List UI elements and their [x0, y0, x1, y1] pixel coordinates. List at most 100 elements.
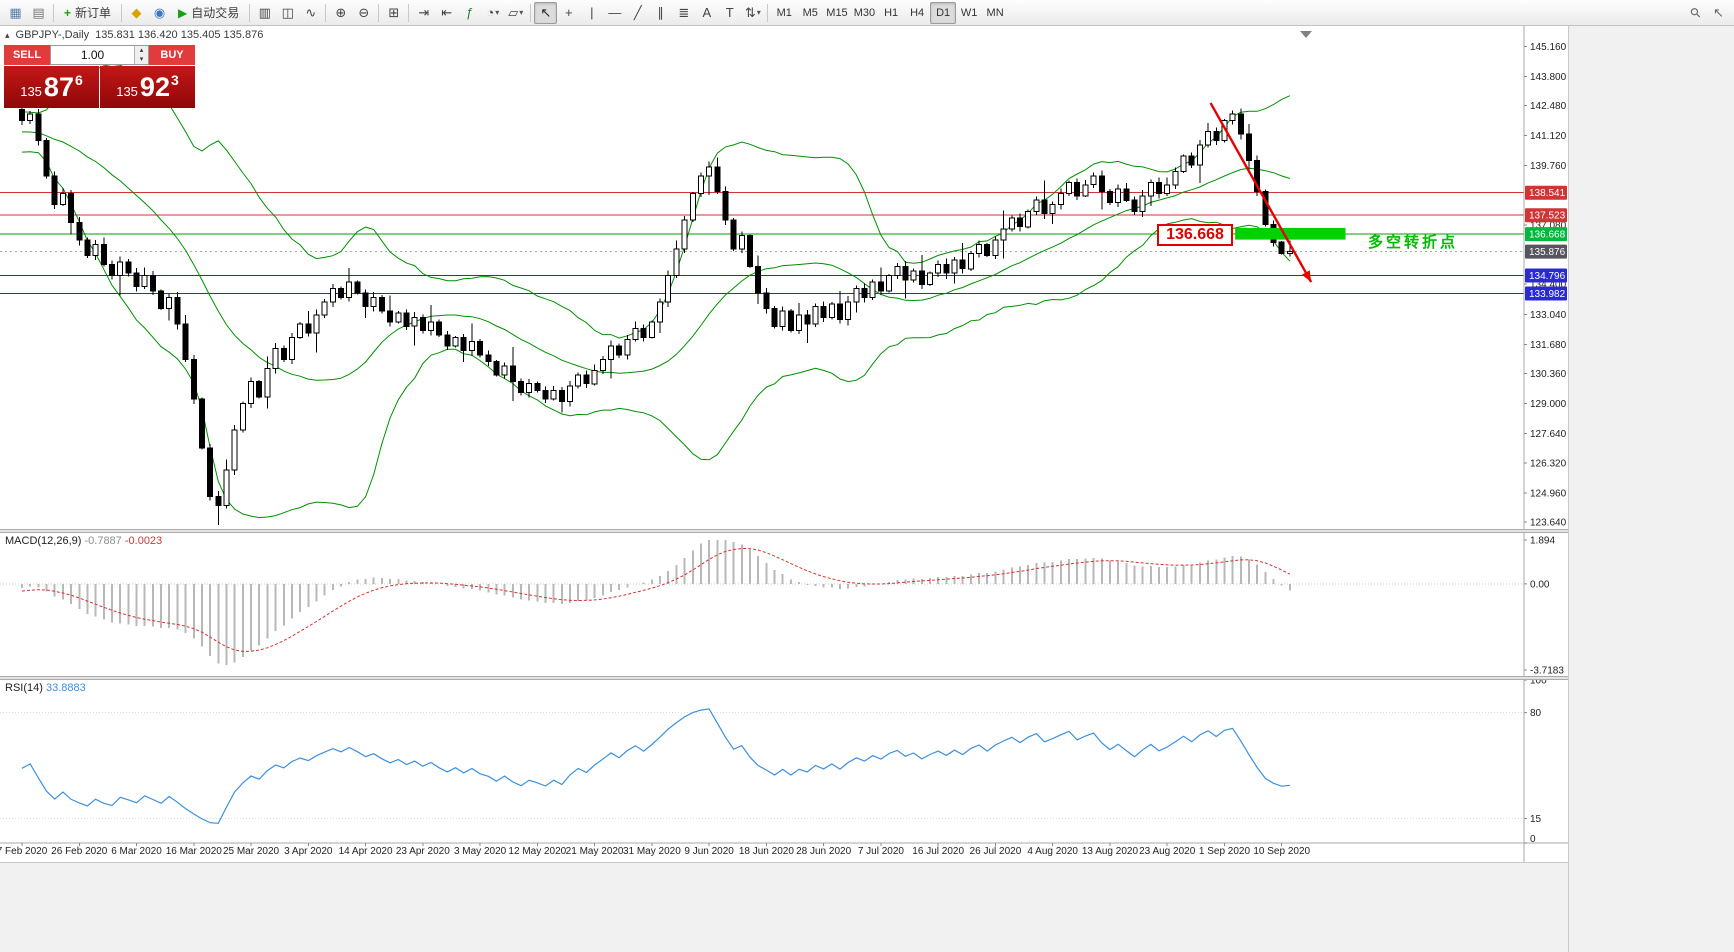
metaeditor-icon: ◆	[131, 4, 142, 20]
arrows-icon: ⇅	[744, 4, 756, 20]
svg-text:0: 0	[1530, 834, 1536, 845]
toolbar-button-pointer[interactable]: ↖	[1707, 2, 1730, 24]
candlestick-series	[19, 105, 1293, 526]
horizontal-line-objects[interactable]	[0, 192, 1524, 294]
toolbar-separator	[53, 3, 54, 22]
new-chart-icon: ▦	[9, 4, 22, 20]
toolbar-button-zoom-out[interactable]: ⊖	[352, 2, 375, 24]
toolbar-button-cursor[interactable]: ↖	[534, 1, 558, 24]
new-order-button[interactable]: + 新订单	[57, 2, 118, 24]
svg-text:145.160: 145.160	[1530, 42, 1567, 53]
timeframe-button-m1[interactable]: M1	[776, 6, 792, 19]
toolbar-button-line-chart[interactable]: ∿	[299, 2, 322, 24]
svg-text:-3.7183: -3.7183	[1530, 666, 1564, 677]
date-tick-label: 28 Jun 2020	[796, 846, 852, 857]
date-tick-label: 16 Mar 2020	[165, 846, 222, 857]
chart-canvas[interactable]: 145.160 143.800 142.480 141.120 139.760 137.0…	[0, 26, 1568, 862]
toolbar-button-tile-windows[interactable]: ⊞	[382, 2, 405, 24]
price-level-annotation[interactable]: 136.668	[1157, 224, 1233, 246]
chart-symbol-period: GBPJPY-,Daily	[15, 29, 90, 41]
toolbar-button-new-chart[interactable]: ▦	[4, 2, 27, 24]
toolbar-button-trendline[interactable]: ╱	[626, 2, 649, 24]
toolbar-button-metaeditor[interactable]: ◆	[125, 2, 148, 24]
panel-divider-macd[interactable]	[0, 529, 1568, 533]
autotrading-label: 自动交易	[191, 6, 240, 20]
timeframe-button-m5[interactable]: M5	[802, 6, 818, 19]
toolbar-button-vertical-line[interactable]: |	[580, 2, 603, 24]
sell-tab[interactable]: SELL	[4, 45, 50, 65]
macd-signal-value: -0.0023	[124, 535, 163, 547]
time-axis[interactable]: 7 Feb 2020 26 Feb 2020 6 Mar 2020 16 Mar 20…	[0, 844, 1524, 862]
svg-text:80: 80	[1530, 708, 1542, 719]
zoom-out-icon: ⊖	[358, 4, 370, 20]
timeframe-button-d1[interactable]: D1	[930, 1, 957, 24]
toolbar-button-periods[interactable]: ◔ ▾	[481, 2, 504, 24]
toolbar-button-chart-shift[interactable]: ⇤	[435, 2, 458, 24]
svg-text:127.640: 127.640	[1530, 429, 1567, 440]
timeframe-button-mn[interactable]: MN	[986, 6, 1004, 19]
date-tick-label: 10 Sep 2020	[1253, 846, 1311, 857]
buy-button[interactable]: 135 92 3	[100, 66, 195, 108]
price-axis-badges: 138.541 137.523 136.668 135.876 134.796 133.9…	[1525, 185, 1567, 301]
toolbar-button-indicators[interactable]: ƒ	[458, 2, 481, 24]
price-axis[interactable]	[1524, 26, 1568, 843]
price-axis-ticks: 145.160 143.800 142.480 141.120 139.760 137.0…	[1524, 42, 1567, 529]
toolbar-button-auto-scroll[interactable]: ⇥	[412, 2, 435, 24]
timeframe-button-h1[interactable]: H1	[884, 6, 899, 19]
panel-divider-rsi[interactable]	[0, 676, 1568, 680]
toolbar-button-arrows[interactable]: ⇅ ▾	[741, 2, 764, 24]
label-icon: T	[725, 5, 734, 20]
autotrading-button[interactable]: ▶ 自动交易	[171, 2, 246, 24]
volume-input[interactable]	[51, 46, 134, 64]
svg-text:137.080: 137.080	[1530, 221, 1567, 232]
sell-button[interactable]: 135 87 6	[4, 66, 99, 108]
toolbar-button-fibonacci[interactable]: ≣	[672, 2, 695, 24]
toolbar-button-search[interactable]: ⚲	[1684, 2, 1707, 24]
toolbar-button-bar-chart[interactable]: ▥	[253, 2, 276, 24]
toolbar-button-text[interactable]: A	[695, 2, 718, 24]
candlestick-chart-icon: ◫	[281, 4, 294, 20]
toolbar-button-label[interactable]: T	[718, 2, 741, 24]
svg-text:143.800: 143.800	[1530, 72, 1567, 83]
timeframe-button-m30[interactable]: M30	[853, 6, 876, 19]
line-chart-icon: ∿	[305, 4, 317, 20]
rsi-panel[interactable]: 100 80 15 0	[0, 676, 1568, 846]
toolbar-button-terminal[interactable]: ◉	[148, 2, 171, 24]
toolbar-button-candlestick-chart[interactable]: ◫	[276, 2, 299, 24]
timeframe-button-h4[interactable]: H4	[910, 6, 925, 19]
timeframe-button-m15[interactable]: M15	[826, 6, 848, 19]
toolbar-button-horizontal-line[interactable]: —	[603, 2, 626, 24]
volume-decrease-button[interactable]: ▾	[135, 55, 148, 64]
chart-window: 145.160 143.800 142.480 141.120 139.760 137.0…	[0, 26, 1568, 862]
svg-text:100: 100	[1530, 676, 1547, 687]
svg-text:0.00: 0.00	[1530, 579, 1550, 590]
buy-tab[interactable]: BUY	[149, 45, 195, 65]
volume-field: ▴ ▾	[50, 45, 149, 65]
one-click-collapse-icon[interactable]: ▴	[5, 29, 10, 40]
svg-text:1.894: 1.894	[1530, 536, 1555, 547]
date-tick-label: 31 May 2020	[622, 846, 681, 857]
svg-text:133.982: 133.982	[1529, 289, 1566, 300]
highlight-zone[interactable]	[1235, 227, 1346, 240]
toolbar-button-templates[interactable]: ▱ ▾	[504, 2, 527, 24]
toolbar-button-crosshair[interactable]: +	[557, 2, 580, 24]
toolbar-right-group: ⚲ ↖	[1684, 2, 1730, 24]
toolbar-button-profiles[interactable]: ▤	[27, 2, 50, 24]
svg-text:134.796: 134.796	[1529, 271, 1566, 282]
terminal-icon: ◉	[153, 4, 166, 20]
volume-increase-button[interactable]: ▴	[135, 46, 148, 55]
toolbar-button-channel[interactable]: ∥	[649, 2, 672, 24]
toolbar-separator	[249, 3, 251, 22]
macd-main-value: -0.7887	[84, 535, 122, 547]
svg-text:15: 15	[1530, 814, 1542, 825]
macd-panel[interactable]: 1.894 0.00 -3.7183	[0, 536, 1564, 677]
new-order-label: 新订单	[75, 6, 112, 20]
toolbar-button-zoom-in[interactable]: ⊕	[329, 2, 352, 24]
chart-title: ▴ GBPJPY-,Daily 135.831 136.420 135.405 …	[5, 29, 263, 41]
svg-text:135.876: 135.876	[1529, 247, 1566, 258]
timeframe-button-w1[interactable]: W1	[960, 6, 978, 19]
date-tick-label: 7 Feb 2020	[0, 846, 48, 857]
trend-arrow[interactable]	[1209, 102, 1313, 283]
date-tick-label: 9 Jun 2020	[684, 846, 734, 857]
chinese-note-annotation[interactable]: 多空转折点	[1368, 234, 1459, 251]
